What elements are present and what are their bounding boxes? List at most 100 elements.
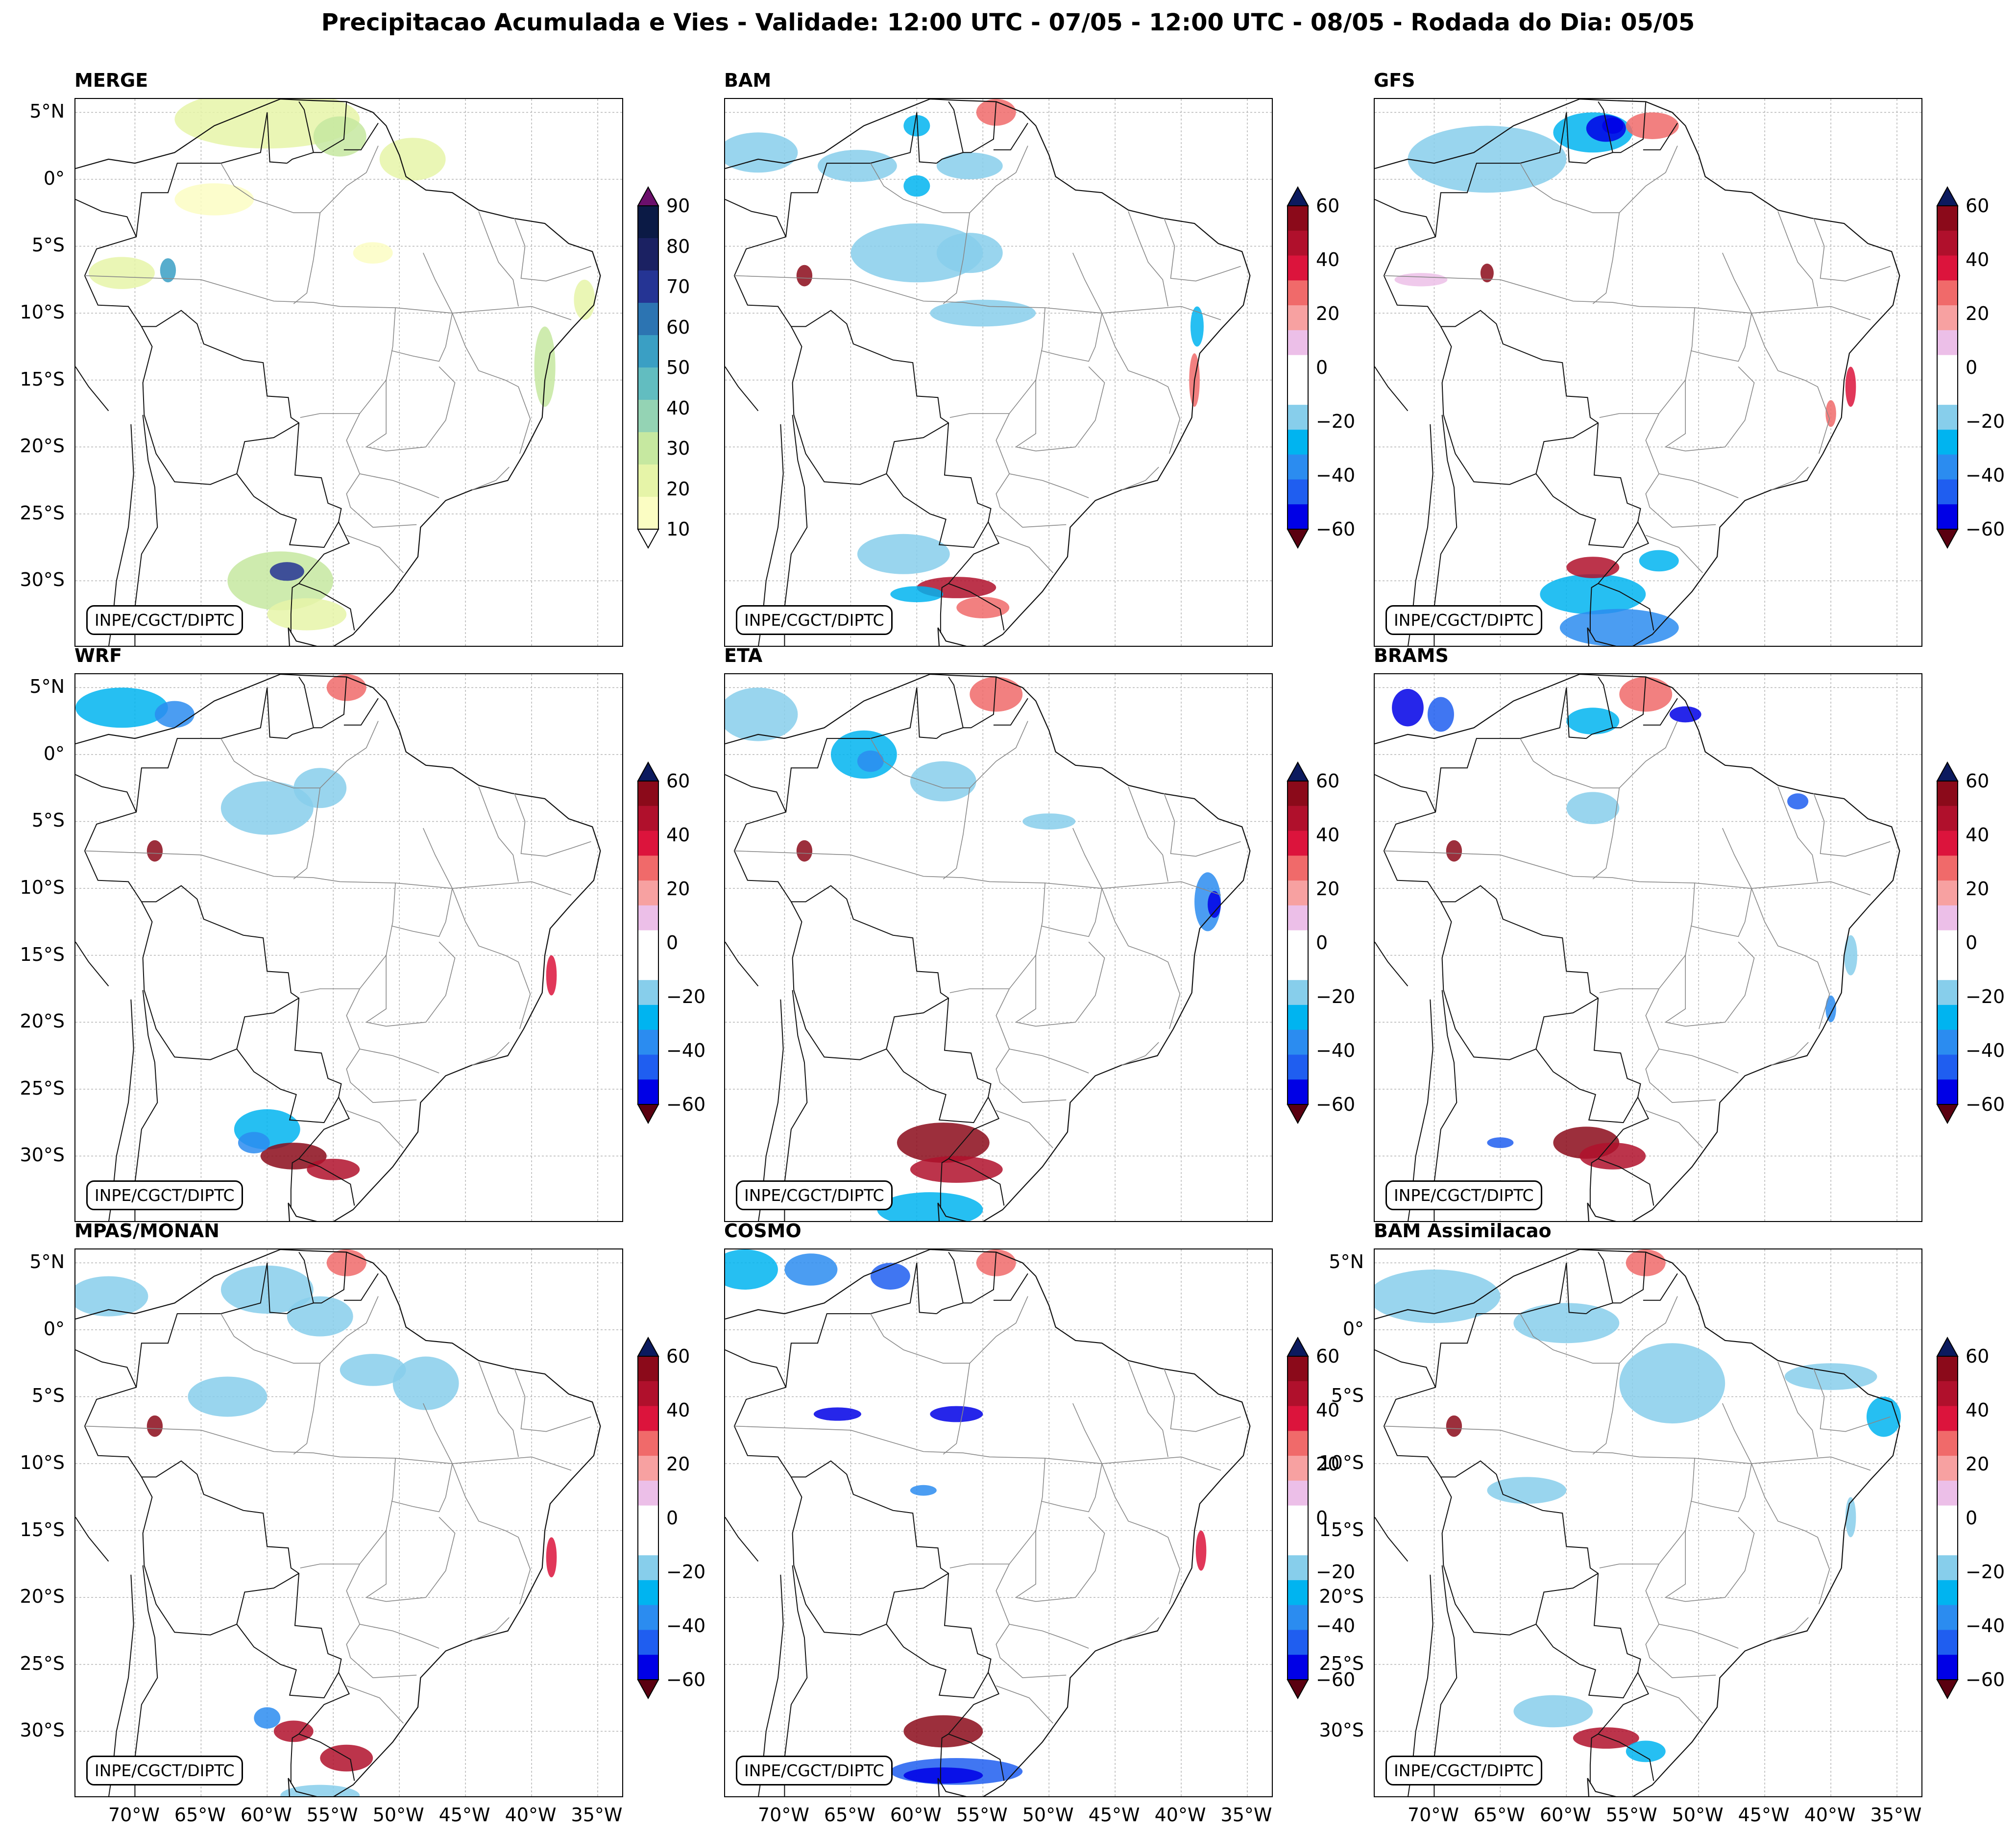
colorbar-segment (638, 1004, 658, 1030)
field-blob (254, 1707, 281, 1729)
map-merge: INPE/CGCT/DIPTC (74, 98, 623, 647)
country-border (1589, 1734, 1599, 1784)
colorbar-segment (1937, 1580, 1958, 1606)
field-blob (340, 1354, 406, 1386)
state-border (1520, 163, 1620, 304)
credit-label: INPE/CGCT/DIPTC (1385, 1756, 1542, 1785)
colorbar-segment (638, 1381, 658, 1407)
colorbar-segment (638, 930, 658, 955)
lon-label: 35°W (571, 1804, 623, 1826)
country-border (1566, 112, 1586, 164)
colorbar-under-arrow (1287, 529, 1309, 549)
lat-label: 0° (43, 1318, 65, 1340)
credit-label: INPE/CGCT/DIPTC (736, 1180, 893, 1210)
state-border (1101, 313, 1181, 454)
state-border (996, 988, 1089, 1074)
state-border (472, 1042, 510, 1066)
colorbar-segment (1937, 504, 1958, 530)
lon-label: 55°W (306, 1804, 358, 1826)
colorbar-segment (1937, 831, 1958, 856)
colorbar-tick-label: −60 (1966, 1094, 2005, 1115)
state-border (734, 1425, 1221, 1471)
map-wrf: INPE/CGCT/DIPTC (74, 673, 623, 1222)
colorbar-segment (1937, 1004, 1958, 1030)
colorbar-bias (637, 1337, 659, 1699)
state-border (391, 828, 453, 937)
country-border (733, 1263, 1005, 1781)
country-border (936, 677, 997, 739)
field-blob (392, 1356, 459, 1410)
state-border (391, 252, 453, 362)
state-border (1121, 1042, 1159, 1066)
colorbar-segment (1937, 1356, 1958, 1382)
country-border (343, 122, 379, 150)
field-blob (534, 326, 556, 407)
colorbar-segment (638, 270, 658, 303)
colorbar-segment (638, 465, 658, 497)
panel-title: COSMO (724, 1220, 802, 1242)
country-border (1440, 1476, 1599, 1636)
state-border (300, 308, 396, 418)
country-border (1566, 687, 1586, 739)
state-border (1164, 218, 1241, 282)
field-blob (1195, 1530, 1207, 1571)
country-border (725, 941, 759, 987)
colorbar-tick-label: −60 (1316, 1669, 1356, 1690)
colorbar-segment (1937, 330, 1958, 356)
map-canvas (75, 99, 622, 646)
state-border (969, 721, 1028, 788)
state-border (1646, 1110, 1703, 1149)
colorbar-segment (1287, 806, 1308, 831)
state-border (472, 466, 510, 490)
field-blob (930, 299, 1036, 327)
colorbar-segment (1287, 405, 1308, 430)
colorbar-tick-label: 40 (1966, 1399, 1990, 1421)
colorbar-under-arrow (1936, 1104, 1959, 1124)
state-border (1751, 313, 1830, 454)
field-blob (1446, 1415, 1462, 1437)
colorbar-segment (1287, 1004, 1308, 1030)
colorbar-over-arrow (1287, 186, 1309, 206)
colorbar-over-arrow (637, 186, 659, 206)
field-blob (897, 1123, 990, 1163)
colorbar-precip (637, 186, 659, 549)
lon-label: 50°W (1022, 1804, 1074, 1826)
field-blob (1639, 550, 1679, 572)
colorbar-segment (638, 955, 658, 980)
colorbar-tick-label: 20 (1316, 878, 1340, 900)
country-border (886, 1624, 989, 1699)
field-blob (1427, 697, 1454, 732)
field-blob (890, 586, 944, 603)
state-border (84, 850, 572, 896)
colorbar-tick-label: 20 (666, 478, 690, 500)
field-blob (379, 138, 446, 181)
field-blob (1513, 1695, 1593, 1728)
country-border (993, 1273, 1028, 1301)
field-blob (1825, 995, 1836, 1023)
field-blob (267, 598, 347, 631)
country-border (936, 1252, 997, 1314)
country-border (267, 687, 287, 739)
colorbar-tick-label: 20 (1316, 1453, 1340, 1475)
colorbar-tick-label: −40 (666, 1040, 706, 1061)
state-border (1646, 1685, 1703, 1724)
colorbar-segment (638, 1580, 658, 1606)
panel-title: MERGE (74, 70, 148, 91)
field-blob (307, 1158, 360, 1180)
field-blob (930, 1406, 983, 1422)
lon-label: 35°W (1870, 1804, 1922, 1826)
colorbar-segment (1287, 305, 1308, 331)
colorbar-segment (1937, 1029, 1958, 1055)
country-border (725, 198, 787, 237)
state-border (996, 413, 1089, 498)
colorbar-tick-label: 40 (666, 397, 690, 419)
figure-title: Precipitacao Acumulada e Vies - Validade… (321, 9, 1695, 36)
colorbar-segment (1937, 955, 1958, 980)
field-blob (936, 233, 1003, 273)
colorbar-tick-label: −20 (1316, 1561, 1356, 1583)
colorbar-segment (1937, 880, 1958, 906)
field-blob (817, 149, 897, 182)
field-blob (160, 258, 176, 283)
country-border (1589, 1158, 1599, 1208)
colorbar-segment (638, 1356, 658, 1382)
